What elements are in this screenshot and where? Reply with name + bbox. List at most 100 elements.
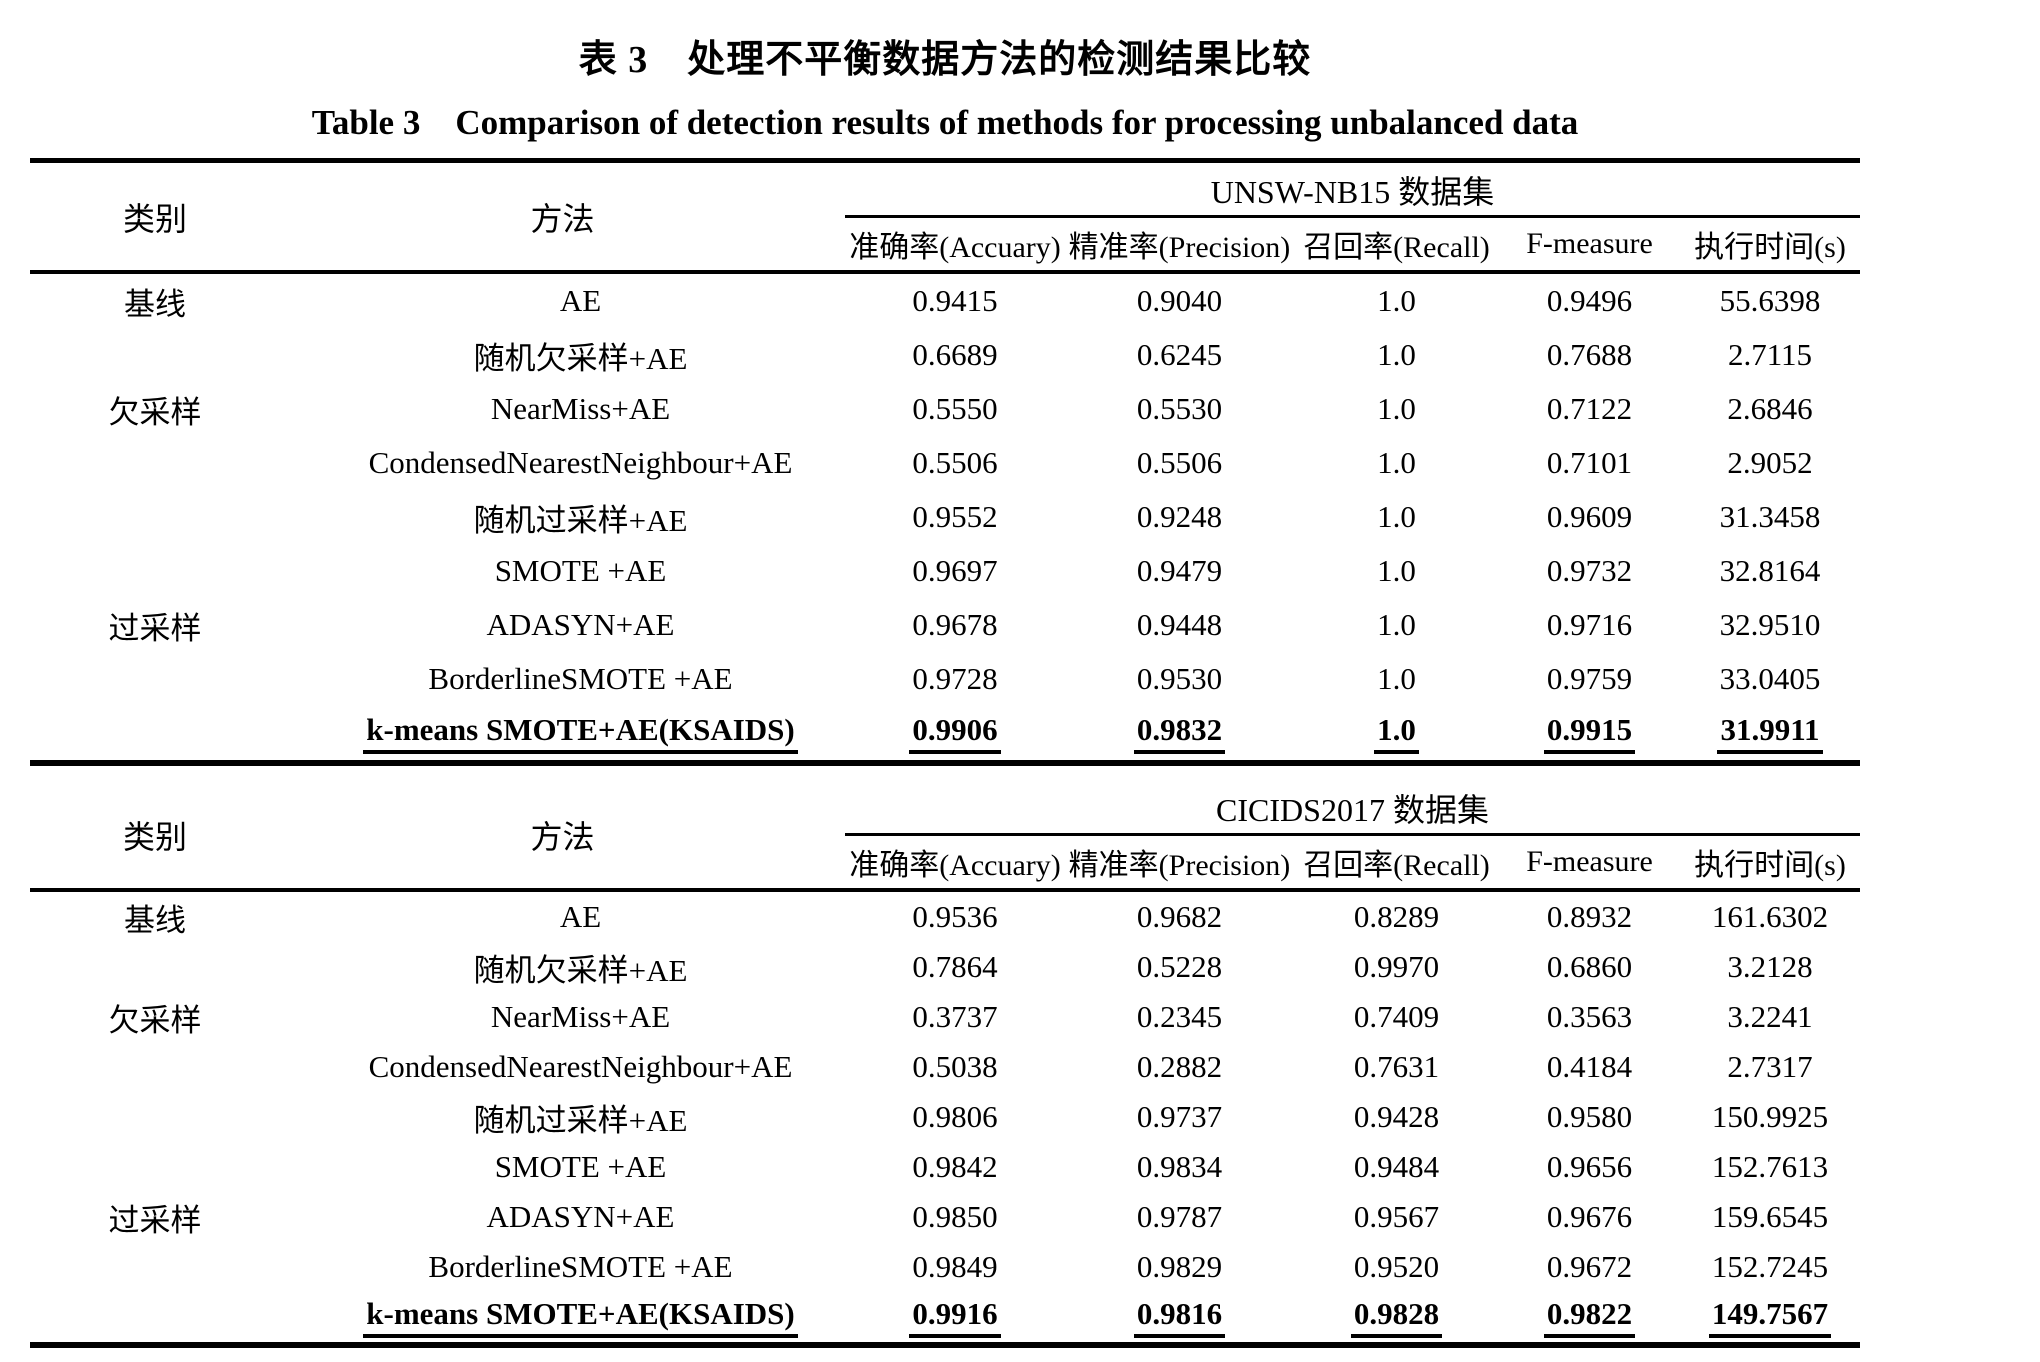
method-cell: NearMiss+AE xyxy=(490,999,671,1034)
category-cell: 基线 xyxy=(124,902,186,938)
metric-header-time: 执行时间(s) xyxy=(1694,849,1846,882)
dataset-block: CICIDS2017 数据集 准确率(Accuary) 精准率(Precisio… xyxy=(845,781,1860,888)
metric-cell: 0.2345 xyxy=(1136,999,1223,1034)
table-body-unsw: 基线 AE 0.9415 0.9040 1.0 0.9496 55.6398 随… xyxy=(30,274,1860,760)
table-header-cicids: 类别 方法 CICIDS2017 数据集 准确率(Accuary) 精准率(Pr… xyxy=(30,781,1860,892)
table-caption-zh: 表 3 处理不平衡数据方法的检测结果比较 xyxy=(578,39,1312,81)
metric-header-row: 准确率(Accuary) 精准率(Precision) 召回率(Recall) … xyxy=(845,836,1860,888)
category-cell: 欠采样 xyxy=(108,1002,202,1038)
metric-cell: 0.9682 xyxy=(1136,899,1223,934)
metric-cell: 0.8289 xyxy=(1353,899,1440,934)
method-cell: BorderlineSMOTE +AE xyxy=(428,1249,733,1284)
metric-cell: 3.2241 xyxy=(1727,999,1813,1034)
method-cell: SMOTE +AE xyxy=(494,553,667,588)
metric-cell: 32.8164 xyxy=(1719,553,1821,588)
metric-cell: 0.9676 xyxy=(1546,1199,1633,1234)
metric-cell: 0.9716 xyxy=(1546,607,1633,642)
metric-header-time: 执行时间(s) xyxy=(1694,231,1846,264)
metric-cell: 0.9536 xyxy=(912,899,998,934)
metric-cell: 3.2128 xyxy=(1727,949,1813,984)
metric-cell: 0.9415 xyxy=(912,283,998,318)
metric-value: 0.9906 xyxy=(909,712,1001,755)
metric-cell: 0.9448 xyxy=(1136,607,1223,642)
metric-cell: 0.5038 xyxy=(912,1049,998,1084)
table-row: CondensedNearestNeighbour+AE 0.5038 0.28… xyxy=(30,1042,1860,1092)
metric-cell: 0.9787 xyxy=(1136,1199,1223,1234)
metric-cell: 0.9849 xyxy=(912,1249,998,1284)
metric-cell: 0.9737 xyxy=(1136,1099,1223,1134)
metric-cell: 150.9925 xyxy=(1711,1099,1829,1134)
metric-value: 0.9916 xyxy=(909,1296,1001,1339)
method-cell: CondensedNearestNeighbour+AE xyxy=(368,1049,793,1084)
metric-cell: 0.7864 xyxy=(912,949,998,984)
metric-header-recall: 召回率(Recall) xyxy=(1303,231,1490,264)
metric-cell: 0.9530 xyxy=(1136,661,1223,696)
metric-cell: 0.9828 xyxy=(1294,1296,1499,1339)
metric-cell: 0.9567 xyxy=(1353,1199,1440,1234)
category-cell: 基线 xyxy=(124,286,186,322)
metric-header-fmeasure: F-measure xyxy=(1526,227,1653,260)
metric-cell: 0.9552 xyxy=(912,499,998,534)
metric-value: 1.0 xyxy=(1374,712,1419,755)
metric-cell: 1.0 xyxy=(1377,661,1416,696)
metric-cell: 149.7567 xyxy=(1680,1296,1860,1339)
metric-cell: 0.7631 xyxy=(1353,1049,1440,1084)
metric-cell: 0.9916 xyxy=(845,1296,1065,1339)
dataset-header: CICIDS2017 数据集 xyxy=(845,781,1860,836)
metric-cell: 152.7245 xyxy=(1711,1249,1829,1284)
metric-cell: 0.9672 xyxy=(1546,1249,1633,1284)
method-label: k-means SMOTE+AE(KSAIDS) xyxy=(363,1296,798,1339)
metric-cell: 0.9248 xyxy=(1136,499,1223,534)
metric-cell: 0.2882 xyxy=(1136,1049,1223,1084)
metric-value: 0.9832 xyxy=(1133,712,1226,755)
metric-cell: 0.9829 xyxy=(1136,1249,1223,1284)
method-cell: 随机欠采样+AE xyxy=(473,952,688,988)
metric-cell: 0.9850 xyxy=(912,1199,998,1234)
metric-cell: 1.0 xyxy=(1377,337,1416,372)
method-cell: k-means SMOTE+AE(KSAIDS) xyxy=(280,1296,845,1339)
table-row: 随机欠采样+AE 0.6689 0.6245 1.0 0.7688 2.7115 xyxy=(30,328,1860,382)
category-cell: 过采样 xyxy=(108,610,202,646)
table-row: SMOTE +AE 0.9697 0.9479 1.0 0.9732 32.81… xyxy=(30,544,1860,598)
metric-cell: 1.0 xyxy=(1377,391,1416,426)
method-cell: ADASYN+AE xyxy=(486,607,675,642)
metric-cell: 0.9520 xyxy=(1353,1249,1440,1284)
metric-cell: 0.9484 xyxy=(1353,1149,1440,1184)
method-cell: AE xyxy=(559,899,602,934)
metric-cell: 55.6398 xyxy=(1719,283,1821,318)
metric-header-fmeasure: F-measure xyxy=(1526,845,1653,878)
metric-cell: 0.6689 xyxy=(912,337,998,372)
table-row: 过采样 ADASYN+AE 0.9850 0.9787 0.9567 0.967… xyxy=(30,1192,1860,1242)
category-column-header: 类别 xyxy=(122,200,187,237)
dataset-header: UNSW-NB15 数据集 xyxy=(845,163,1860,218)
method-cell: k-means SMOTE+AE(KSAIDS) xyxy=(280,712,845,755)
method-column-header: 方法 xyxy=(530,818,595,855)
table-row: 基线 AE 0.9536 0.9682 0.8289 0.8932 161.63… xyxy=(30,892,1860,942)
table-row: CondensedNearestNeighbour+AE 0.5506 0.55… xyxy=(30,436,1860,490)
metric-cell: 0.9842 xyxy=(912,1149,998,1184)
table-row: SMOTE +AE 0.9842 0.9834 0.9484 0.9656 15… xyxy=(30,1142,1860,1192)
category-column-header: 类别 xyxy=(122,818,187,855)
metric-cell: 0.7122 xyxy=(1546,391,1633,426)
metric-cell: 0.7101 xyxy=(1546,445,1633,480)
metric-header-accuracy: 准确率(Accuary) xyxy=(849,231,1061,264)
metric-cell: 0.6860 xyxy=(1546,949,1633,984)
method-cell: NearMiss+AE xyxy=(490,391,671,426)
metric-header-precision: 精准率(Precision) xyxy=(1068,231,1291,264)
metric-cell: 32.9510 xyxy=(1719,607,1821,642)
method-cell: 随机欠采样+AE xyxy=(473,340,688,376)
metric-cell: 0.3563 xyxy=(1546,999,1633,1034)
metric-cell: 31.9911 xyxy=(1680,712,1860,755)
metric-cell: 0.9697 xyxy=(912,553,998,588)
metric-cell: 0.9609 xyxy=(1546,499,1633,534)
metric-cell: 0.9479 xyxy=(1136,553,1223,588)
metric-cell: 2.9052 xyxy=(1727,445,1813,480)
table-separator xyxy=(30,760,1860,766)
metric-cell: 0.9822 xyxy=(1499,1296,1680,1339)
metric-cell: 31.3458 xyxy=(1719,499,1821,534)
metric-cell: 0.9816 xyxy=(1065,1296,1294,1339)
metric-cell: 161.6302 xyxy=(1711,899,1829,934)
metric-cell: 0.9580 xyxy=(1546,1099,1633,1134)
metric-header-accuracy: 准确率(Accuary) xyxy=(849,849,1061,882)
